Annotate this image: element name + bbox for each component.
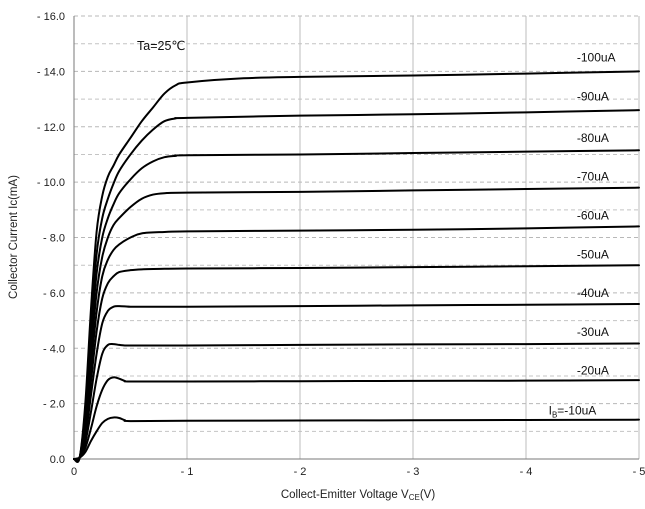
curve-series	[73, 109, 640, 463]
y-tick-label: - 14.0	[37, 66, 65, 78]
x-tick-label: 0	[71, 466, 77, 478]
curve-series	[73, 302, 640, 461]
curve-label: -20uA	[577, 364, 609, 378]
axes	[73, 16, 639, 460]
x-tick-label: - 1	[181, 466, 194, 478]
curves	[73, 70, 640, 464]
x-tick-label: - 2	[294, 466, 307, 478]
curve-label: -40uA	[577, 286, 609, 300]
x-tick-label: - 5	[633, 466, 645, 478]
curve-label: -30uA	[577, 325, 609, 339]
y-tick-label: - 10.0	[37, 177, 65, 189]
curve-series	[73, 342, 640, 461]
curve-label-main: I	[549, 404, 552, 418]
curve-label: -100uA	[577, 51, 616, 65]
curve-label: -70uA	[577, 170, 609, 184]
x-tick-label: - 4	[520, 466, 533, 478]
y-tick-label: - 8.0	[43, 233, 65, 245]
x-tick-label: - 3	[407, 466, 420, 478]
curve-series	[73, 70, 640, 464]
curve-label: IB=-10uA	[549, 404, 597, 420]
y-tick-label: - 12.0	[37, 122, 65, 134]
curve-series	[73, 264, 640, 462]
x-axis-label: Collect-Emitter Voltage VCE(V)	[281, 489, 435, 502]
y-axis-label: Collector Current Ic(mA)	[8, 175, 20, 299]
y-tick-label: - 16.0	[37, 11, 65, 23]
x-axis-label-tail: (V)	[420, 489, 436, 501]
y-tick-label: - 6.0	[43, 288, 65, 300]
curve-label: -80uA	[577, 131, 609, 145]
y-tick-label: - 2.0	[43, 399, 65, 411]
curve-label: -50uA	[577, 247, 609, 261]
y-tick-label: - 4.0	[43, 343, 65, 355]
curve-series	[73, 376, 640, 460]
y-tick-labels: 0.0 - 2.0 - 4.0 - 6.0 - 8.0 - 10.0 - 12.0 - 14.…	[37, 11, 65, 466]
x-axis-label-main: Collect-Emitter Voltage V	[281, 489, 409, 501]
x-tick-labels: 0 - 1 - 2 - 3 - 4 - 5	[71, 466, 645, 478]
curve-label-tail: =-10uA	[557, 404, 596, 418]
curve-series	[73, 186, 640, 462]
x-axis-label-subscript: CE	[409, 493, 420, 502]
curve-series	[73, 416, 640, 460]
curve-series	[73, 225, 640, 462]
y-tick-label: 0.0	[50, 454, 65, 466]
curve-label: -90uA	[577, 89, 609, 103]
grid	[74, 15, 640, 459]
temperature-annotation: Ta=25℃	[137, 39, 185, 53]
curve-labels: -100uA -90uA -80uA -70uA -60uA -50uA -40uA -30u…	[549, 51, 616, 420]
curve-label: -60uA	[577, 209, 609, 223]
curve-label-subscript: B	[552, 411, 557, 420]
